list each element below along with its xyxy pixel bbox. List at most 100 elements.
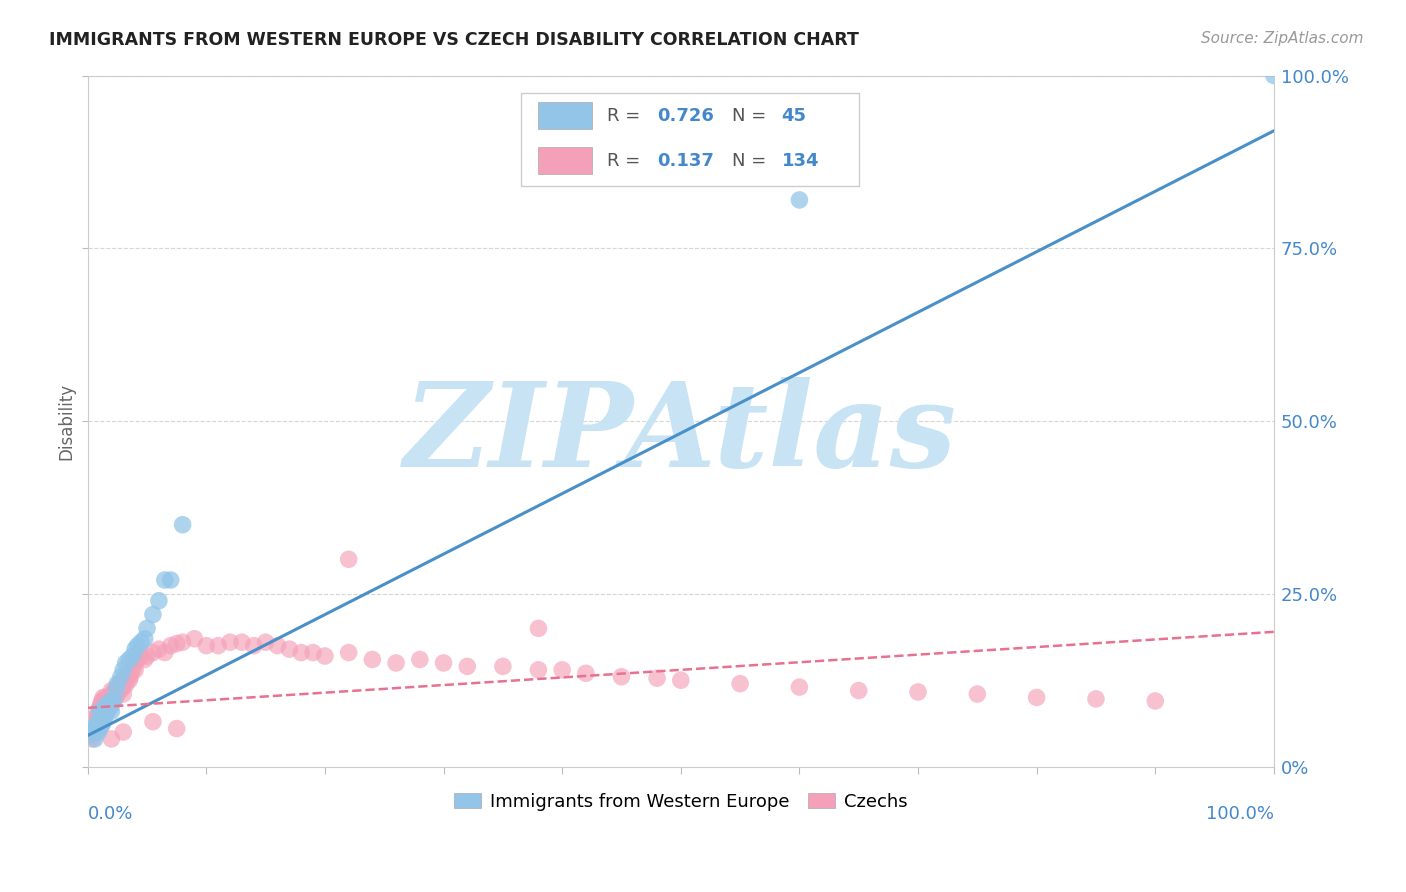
Point (107, 685, 129, 699)
Point (337, 646, 360, 660)
Point (278, 642, 301, 657)
Point (127, 639, 149, 653)
Point (551, 663, 574, 677)
Point (94, 703, 117, 717)
Point (124, 663, 146, 677)
Point (96, 691, 118, 706)
Point (89, 722, 111, 736)
Point (111, 680, 134, 694)
Point (103, 694, 125, 708)
Point (96, 698, 118, 712)
Text: 134: 134 (782, 152, 820, 169)
Point (112, 663, 135, 677)
Point (112, 680, 135, 694)
Point (105, 680, 128, 694)
Point (87, 725, 110, 739)
Point (94, 690, 117, 705)
Point (575, 666, 598, 681)
Point (87, 711, 110, 725)
Point (1144, 694, 1167, 708)
Point (89, 707, 111, 722)
Point (83, 718, 105, 732)
Point (83, 714, 105, 729)
FancyBboxPatch shape (538, 147, 592, 174)
Point (97, 694, 120, 708)
Point (669, 673, 692, 688)
Legend: Immigrants from Western Europe, Czechs: Immigrants from Western Europe, Czechs (446, 784, 917, 820)
Point (114, 671, 136, 685)
Point (134, 632, 156, 646)
Text: 0.137: 0.137 (657, 152, 714, 169)
Point (385, 656, 408, 670)
Point (129, 635, 152, 649)
Point (302, 646, 325, 660)
Point (83, 719, 105, 733)
Text: ZIPAtlas: ZIPAtlas (405, 377, 957, 492)
Point (166, 637, 188, 651)
Point (195, 639, 218, 653)
Point (108, 676, 131, 690)
Point (91, 704, 114, 718)
Point (290, 646, 312, 660)
Text: 0.726: 0.726 (657, 107, 714, 125)
Point (1084, 691, 1107, 706)
Point (83, 726, 105, 740)
Point (112, 725, 135, 739)
Point (142, 714, 165, 729)
Point (219, 635, 242, 649)
Point (94, 707, 117, 722)
Point (100, 683, 122, 698)
Point (242, 639, 264, 653)
Point (110, 682, 132, 697)
Point (129, 648, 152, 663)
Point (148, 593, 170, 607)
Point (100, 694, 122, 708)
Point (83, 725, 105, 739)
Point (645, 671, 668, 685)
Point (153, 646, 176, 660)
Point (89, 714, 111, 729)
Point (98, 694, 121, 708)
Point (86, 718, 108, 732)
Point (103, 691, 125, 706)
Point (89, 704, 111, 718)
Point (136, 648, 159, 663)
Point (105, 682, 128, 697)
Point (90, 698, 112, 712)
Point (148, 642, 170, 657)
Point (207, 639, 229, 653)
Point (527, 621, 550, 635)
Point (98, 690, 121, 705)
Point (91, 707, 114, 722)
Point (87, 718, 110, 732)
Point (112, 673, 135, 688)
Point (114, 656, 136, 670)
FancyBboxPatch shape (538, 103, 592, 128)
Text: N =: N = (731, 107, 766, 125)
Point (83, 725, 105, 739)
Point (153, 573, 176, 587)
Text: 0.0%: 0.0% (87, 805, 134, 823)
Point (104, 683, 127, 698)
Point (104, 690, 127, 705)
Point (89, 701, 111, 715)
Point (100, 698, 122, 712)
Point (84, 722, 107, 736)
Point (492, 659, 515, 673)
Point (98, 698, 121, 712)
Point (118, 673, 141, 688)
Point (966, 687, 988, 701)
Point (159, 573, 181, 587)
Point (82, 731, 104, 746)
Point (110, 670, 132, 684)
Point (127, 652, 149, 666)
Point (87, 704, 110, 718)
Text: R =: R = (607, 152, 641, 169)
Point (90, 707, 112, 722)
Point (124, 656, 146, 670)
Point (97, 701, 120, 715)
Text: IMMIGRANTS FROM WESTERN EUROPE VS CZECH DISABILITY CORRELATION CHART: IMMIGRANTS FROM WESTERN EUROPE VS CZECH … (49, 31, 859, 49)
Point (86, 714, 108, 729)
Point (89, 714, 111, 729)
Point (91, 690, 114, 705)
